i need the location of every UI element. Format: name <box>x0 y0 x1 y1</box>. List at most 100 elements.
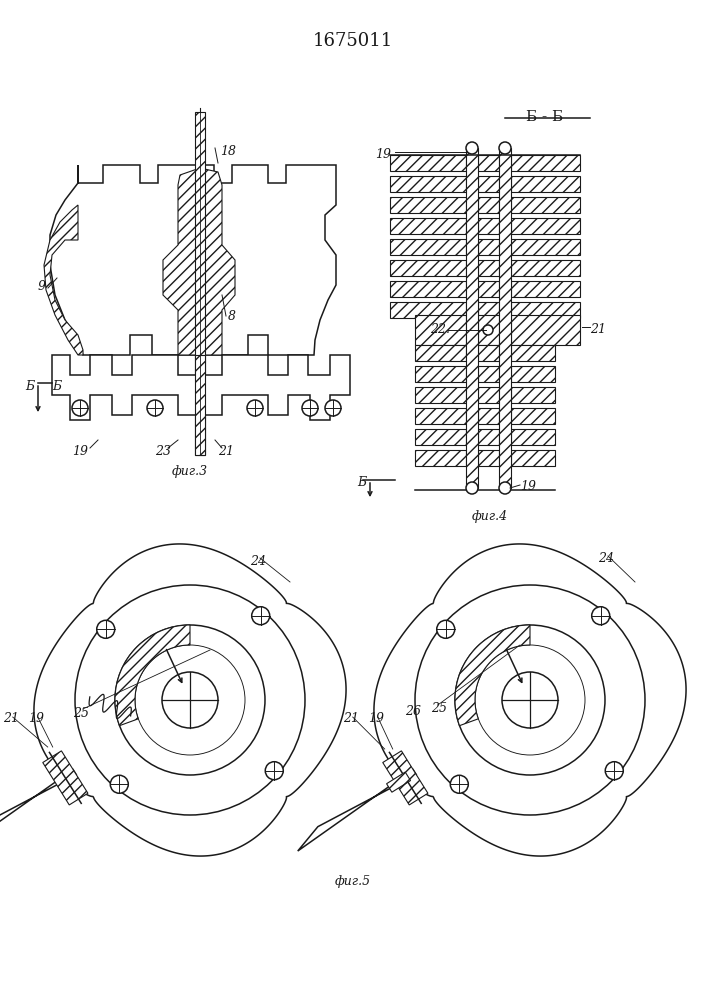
Polygon shape <box>415 345 466 361</box>
Circle shape <box>605 762 624 780</box>
Polygon shape <box>415 429 466 445</box>
Polygon shape <box>511 429 555 445</box>
Bar <box>30 110 360 490</box>
Text: 18: 18 <box>220 145 236 158</box>
Text: 19: 19 <box>368 712 384 725</box>
Text: Б: Б <box>52 380 61 393</box>
Circle shape <box>97 620 115 638</box>
Polygon shape <box>511 366 555 382</box>
Polygon shape <box>511 218 580 234</box>
Polygon shape <box>195 112 205 455</box>
Text: 19: 19 <box>28 712 44 725</box>
Text: 1675011: 1675011 <box>313 32 393 50</box>
Text: 22.: 22. <box>430 323 450 336</box>
Polygon shape <box>466 148 478 488</box>
Polygon shape <box>387 772 411 792</box>
Text: 24: 24 <box>250 555 266 568</box>
Text: 21: 21 <box>3 712 18 725</box>
Polygon shape <box>390 197 466 213</box>
Text: 24: 24 <box>598 552 614 565</box>
Polygon shape <box>298 770 416 851</box>
Polygon shape <box>52 355 350 420</box>
Polygon shape <box>382 751 428 805</box>
Polygon shape <box>511 155 580 171</box>
Polygon shape <box>42 751 88 805</box>
Polygon shape <box>415 387 466 403</box>
Polygon shape <box>163 168 235 355</box>
Circle shape <box>302 400 318 416</box>
Polygon shape <box>478 197 499 213</box>
Text: 25: 25 <box>73 707 88 720</box>
Text: фиг.3: фиг.3 <box>172 465 208 478</box>
Polygon shape <box>511 387 555 403</box>
Polygon shape <box>511 260 580 276</box>
Text: 21: 21 <box>590 323 606 336</box>
Text: фиг.5: фиг.5 <box>335 875 371 888</box>
Polygon shape <box>511 302 580 318</box>
Polygon shape <box>499 148 511 488</box>
Circle shape <box>502 672 558 728</box>
Polygon shape <box>415 315 466 345</box>
Polygon shape <box>511 345 555 361</box>
Polygon shape <box>478 260 499 276</box>
Circle shape <box>325 400 341 416</box>
Circle shape <box>247 400 263 416</box>
Text: фиг.4: фиг.4 <box>472 510 508 523</box>
Polygon shape <box>478 239 499 255</box>
Polygon shape <box>511 239 580 255</box>
Polygon shape <box>511 408 555 424</box>
Polygon shape <box>478 218 499 234</box>
Circle shape <box>75 585 305 815</box>
Text: 21: 21 <box>343 712 358 725</box>
Circle shape <box>162 672 218 728</box>
Circle shape <box>466 482 478 494</box>
Polygon shape <box>478 155 499 171</box>
Polygon shape <box>390 155 466 171</box>
Polygon shape <box>195 355 205 455</box>
Circle shape <box>147 400 163 416</box>
Polygon shape <box>34 544 346 856</box>
Text: 19: 19 <box>375 148 391 161</box>
Text: 9: 9 <box>38 280 46 293</box>
Text: Б: Б <box>25 380 34 393</box>
Circle shape <box>483 325 493 335</box>
Circle shape <box>437 620 455 638</box>
Polygon shape <box>0 770 76 851</box>
Polygon shape <box>44 205 83 355</box>
Circle shape <box>265 762 284 780</box>
Polygon shape <box>50 165 336 355</box>
Text: 19: 19 <box>72 445 88 458</box>
Circle shape <box>72 400 88 416</box>
Polygon shape <box>478 315 499 345</box>
Circle shape <box>115 625 265 775</box>
Text: 26: 26 <box>404 705 421 718</box>
Circle shape <box>252 607 269 625</box>
Polygon shape <box>511 176 580 192</box>
Polygon shape <box>478 450 499 466</box>
Text: 19: 19 <box>520 480 536 493</box>
Polygon shape <box>374 544 686 856</box>
Polygon shape <box>390 302 466 318</box>
Polygon shape <box>115 625 190 726</box>
Polygon shape <box>478 281 499 297</box>
Polygon shape <box>390 239 466 255</box>
Polygon shape <box>478 345 499 361</box>
Text: Б - Б: Б - Б <box>527 110 563 124</box>
Circle shape <box>466 142 478 154</box>
Circle shape <box>499 482 511 494</box>
Text: 21: 21 <box>218 445 234 458</box>
Polygon shape <box>415 366 466 382</box>
Polygon shape <box>390 176 466 192</box>
Polygon shape <box>478 366 499 382</box>
Polygon shape <box>478 387 499 403</box>
Polygon shape <box>415 408 466 424</box>
Text: 25: 25 <box>431 702 447 715</box>
Polygon shape <box>511 281 580 297</box>
Polygon shape <box>455 625 530 726</box>
Polygon shape <box>478 176 499 192</box>
Circle shape <box>450 775 468 793</box>
Text: 8: 8 <box>228 310 236 323</box>
Polygon shape <box>478 408 499 424</box>
Polygon shape <box>390 281 466 297</box>
Polygon shape <box>415 450 466 466</box>
